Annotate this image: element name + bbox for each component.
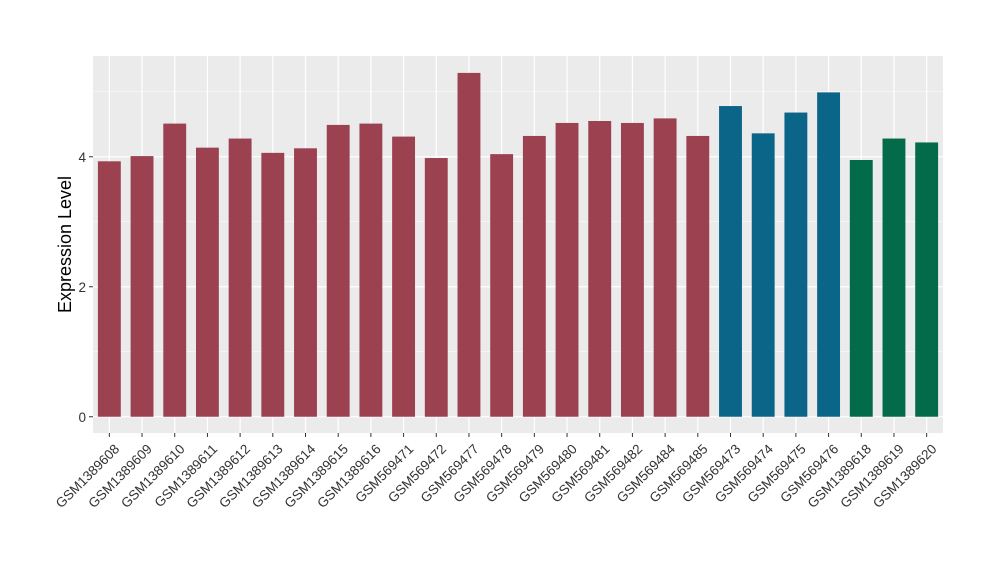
bar <box>751 133 775 417</box>
bar <box>719 106 742 417</box>
bar <box>522 135 546 417</box>
bar <box>261 152 285 417</box>
bar <box>228 138 252 417</box>
bar <box>195 147 219 417</box>
bar <box>588 121 612 417</box>
bar <box>849 160 873 417</box>
x-axis: GSM1389608GSM1389609GSM1389610GSM1389611… <box>53 433 940 511</box>
bar <box>555 122 579 417</box>
bar <box>686 135 710 417</box>
y-axis: 0 2 4 <box>78 150 93 425</box>
bar <box>424 158 448 417</box>
bar <box>294 148 317 417</box>
y-tick-label: 0 <box>78 410 86 425</box>
bar <box>457 72 481 417</box>
bar <box>490 154 514 417</box>
bar <box>130 156 154 417</box>
bar <box>915 142 939 417</box>
bar <box>620 122 644 417</box>
bar <box>163 123 187 417</box>
bar <box>817 92 841 417</box>
bar <box>359 123 383 417</box>
bar <box>653 118 677 417</box>
y-axis-title: Expression Level <box>55 176 75 313</box>
y-tick-label: 4 <box>78 150 86 165</box>
bars <box>97 72 939 417</box>
bar <box>326 124 350 417</box>
bar <box>784 112 808 417</box>
bar <box>882 138 906 417</box>
y-tick-label: 2 <box>78 280 86 295</box>
plot-panel <box>93 56 943 433</box>
bar <box>392 136 416 417</box>
bar <box>97 161 121 417</box>
